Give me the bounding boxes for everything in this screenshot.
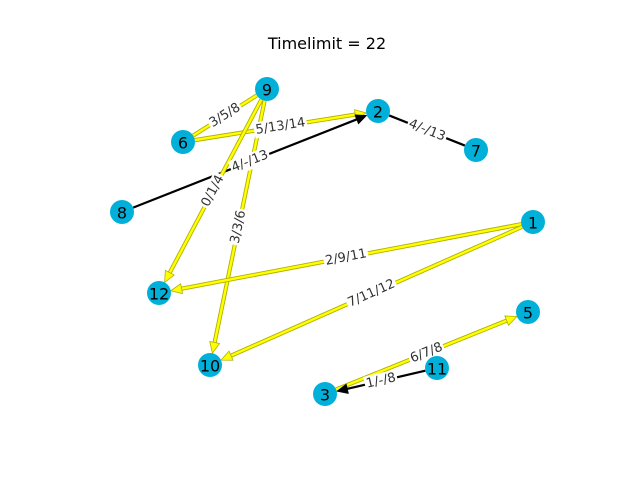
node-circle xyxy=(366,99,390,123)
node-label: 9 xyxy=(262,81,272,100)
node-circle xyxy=(255,77,279,101)
arrowhead-3-5 xyxy=(504,315,518,326)
edge-label-bg xyxy=(226,207,251,247)
node-6: 6 xyxy=(171,130,195,154)
arrowhead-8-2 xyxy=(354,114,368,125)
edge-label-bg xyxy=(205,98,245,133)
node-circle xyxy=(110,200,134,224)
node-circle xyxy=(464,138,488,162)
edge-label-6-9: 3/5/8 xyxy=(205,98,245,133)
node-circle xyxy=(147,281,171,305)
node-5: 5 xyxy=(516,300,540,324)
node-8: 8 xyxy=(110,200,134,224)
edge-label-6-2: 5/13/14 xyxy=(253,114,308,139)
edge-label-1-12: 2/9/11 xyxy=(322,245,370,270)
edge-label-bg xyxy=(363,369,399,393)
edge-label-bg xyxy=(343,275,400,312)
node-2: 2 xyxy=(366,99,390,123)
node-label: 5 xyxy=(523,304,533,323)
node-circle xyxy=(198,353,222,377)
node-label: 7 xyxy=(471,142,481,161)
node-label: 6 xyxy=(178,134,188,153)
arrowhead-1-12 xyxy=(169,283,184,295)
node-label: 11 xyxy=(427,360,447,379)
edge-label-2-7: 4/-/13 xyxy=(404,115,450,146)
edge-label-bg xyxy=(322,245,370,270)
edge-label-bg xyxy=(197,171,229,211)
node-12: 12 xyxy=(147,281,171,305)
node-3: 3 xyxy=(313,382,337,406)
node-circle xyxy=(313,382,337,406)
edge-label-text: 7/11/12 xyxy=(346,276,398,310)
edge-label-9-10: 3/3/6 xyxy=(226,207,251,247)
arrowhead-11-3 xyxy=(336,383,349,394)
edge-label-text: 4/-/13 xyxy=(406,116,447,144)
diagram-title: Timelimit = 22 xyxy=(267,34,386,53)
node-label: 3 xyxy=(320,386,330,405)
node-label: 10 xyxy=(200,357,220,376)
node-7: 7 xyxy=(464,138,488,162)
node-circle xyxy=(521,210,545,234)
node-circle xyxy=(171,130,195,154)
edge-label-9-12: 0/1/4 xyxy=(197,171,229,211)
edge-label-bg xyxy=(227,146,273,177)
node-label: 12 xyxy=(149,285,169,304)
edge-label-text: 1/-/8 xyxy=(365,370,398,391)
node-label: 1 xyxy=(528,214,538,233)
edge-label-11-3: 1/-/8 xyxy=(363,369,399,393)
edge-label-1-10: 7/11/12 xyxy=(343,275,400,312)
node-circle xyxy=(425,356,449,380)
arrowhead-9-12 xyxy=(164,269,175,284)
arrowhead-9-10 xyxy=(209,340,221,355)
node-9: 9 xyxy=(255,77,279,101)
edge-label-bg xyxy=(406,338,447,368)
edge-label-text: 0/1/4 xyxy=(199,173,228,210)
edge-label-bg xyxy=(404,115,450,146)
node-10: 10 xyxy=(198,353,222,377)
node-1: 1 xyxy=(521,210,545,234)
node-label: 2 xyxy=(373,103,383,122)
arrowhead-1-10 xyxy=(220,350,234,361)
node-label: 8 xyxy=(117,204,127,223)
edge-label-text: 3/3/6 xyxy=(228,209,249,245)
node-11: 11 xyxy=(425,356,449,380)
node-circle xyxy=(516,300,540,324)
edge-label-text: 3/5/8 xyxy=(207,100,243,131)
edge-label-bg xyxy=(253,114,308,139)
